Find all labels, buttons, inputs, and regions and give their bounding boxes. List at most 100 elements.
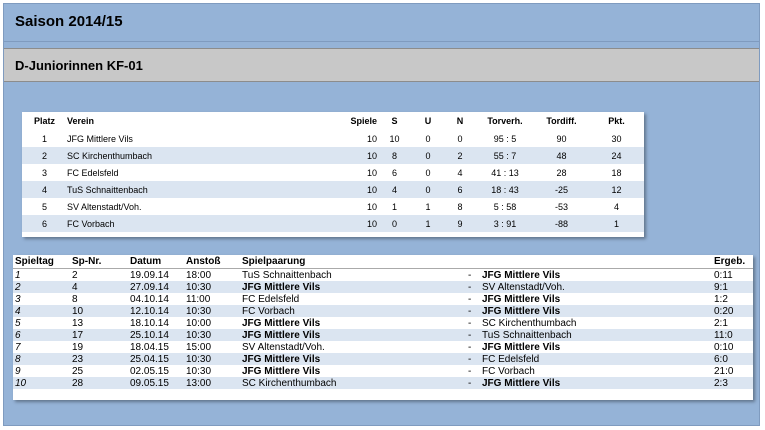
home-team: JFG Mittlere Vils <box>242 365 321 377</box>
table-row: 5 13 18.10.14 10:00 JFG Mittlere Vils - … <box>13 317 753 329</box>
ergebnis: 0:10 <box>714 341 734 353</box>
siege: 8 <box>377 147 412 164</box>
verein: FC Edelsfeld <box>67 167 119 178</box>
table-row: 4 TuS Schnaittenbach 10 4 0 6 18 : 43 -2… <box>22 181 644 198</box>
col-verein: Verein <box>67 116 95 126</box>
spieltag: 4 <box>13 305 70 317</box>
niederlagen: 6 <box>444 181 476 198</box>
col-s: S <box>391 116 398 126</box>
standings-table-panel: Platz Verein Spiele S U N Torverh. Tordi… <box>22 112 644 237</box>
col-n: N <box>456 116 464 126</box>
home-team: SC Kirchenthumbach <box>240 377 466 389</box>
niederlagen: 8 <box>457 201 463 212</box>
ergebnis: 11:0 <box>712 329 753 341</box>
tordifferenz: -25 <box>534 181 589 198</box>
tordifferenz: 90 <box>556 133 567 144</box>
col-spnr: Sp-Nr. <box>70 255 128 269</box>
pairing-separator: - <box>466 353 480 365</box>
spiel-nr: 4 <box>70 281 128 293</box>
pairing-separator: - <box>466 305 480 317</box>
home-team: JFG Mittlere Vils <box>240 353 466 365</box>
torverhaeltnis: 18 : 43 <box>476 181 534 198</box>
pairing-separator: - <box>466 329 480 341</box>
col-spielpaarung: Spielpaarung <box>240 255 712 269</box>
niederlagen: 9 <box>444 215 476 232</box>
table-row: 7 19 18.04.15 15:00 SV Altenstadt/Voh. -… <box>13 341 753 353</box>
torverhaeltnis: 55 : 7 <box>476 147 534 164</box>
spiele: 10 <box>330 215 377 232</box>
ergebnis: 0:20 <box>712 305 753 317</box>
ergebnis: 21:0 <box>714 365 734 377</box>
unentschieden: 1 <box>425 201 431 212</box>
spieltag: 6 <box>13 329 70 341</box>
ergebnis: 1:2 <box>714 293 728 305</box>
datum: 12.10.14 <box>128 305 184 317</box>
verein: SC Kirchenthumbach <box>67 147 330 164</box>
spiel-nr: 25 <box>72 365 84 377</box>
home-team: JFG Mittlere Vils <box>240 281 466 293</box>
table-row: 6 17 25.10.14 10:30 JFG Mittlere Vils - … <box>13 329 753 341</box>
away-team: JFG Mittlere Vils <box>480 377 712 389</box>
spiel-nr: 2 <box>72 269 78 281</box>
spiele: 10 <box>366 201 377 212</box>
home-team: TuS Schnaittenbach <box>242 269 332 281</box>
spieltag: 7 <box>15 341 21 353</box>
pairing-separator: - <box>468 269 472 281</box>
fixtures-header-row: Spieltag Sp-Nr. Datum Anstoß Spielpaarun… <box>13 255 753 269</box>
platz: 6 <box>22 215 67 232</box>
league-title: D-Juniorinnen KF-01 <box>4 48 759 82</box>
table-row: 1 JFG Mittlere Vils 10 10 0 0 95 : 5 90 … <box>22 130 644 147</box>
table-row: 5 SV Altenstadt/Voh. 10 1 1 8 5 : 58 -53… <box>22 198 644 215</box>
spiel-nr: 10 <box>70 305 128 317</box>
home-team: JFG Mittlere Vils <box>240 329 466 341</box>
anstoss: 10:30 <box>184 329 240 341</box>
spiel-nr: 8 <box>72 293 78 305</box>
spieltag: 10 <box>13 377 70 389</box>
punkte: 24 <box>589 147 644 164</box>
away-team: FC Edelsfeld <box>480 353 712 365</box>
pairing-separator: - <box>468 341 472 353</box>
verein: JFG Mittlere Vils <box>67 133 133 144</box>
home-team: FC Vorbach <box>240 305 466 317</box>
tordifferenz: -88 <box>534 215 589 232</box>
anstoss: 13:00 <box>184 377 240 389</box>
col-ergebnis: Ergeb. <box>712 255 753 269</box>
table-row: 6 FC Vorbach 10 0 1 9 3 : 91 -88 1 <box>22 215 644 232</box>
siege: 6 <box>391 167 397 178</box>
season-frame: Saison 2014/15 D-Juniorinnen KF-01 Platz… <box>3 3 760 426</box>
col-pkt: Pkt. <box>608 116 625 126</box>
spieltag: 8 <box>13 353 70 365</box>
standings-header-row: Platz Verein Spiele S U N Torverh. Tordi… <box>22 112 644 130</box>
col-torverh: Torverh. <box>487 116 523 126</box>
punkte: 30 <box>611 133 622 144</box>
away-team: JFG Mittlere Vils <box>482 341 561 353</box>
away-team: JFG Mittlere Vils <box>482 293 561 305</box>
spieltag: 1 <box>15 269 21 281</box>
torverhaeltnis: 41 : 13 <box>491 167 519 178</box>
datum: 18.10.14 <box>130 317 169 329</box>
away-team: JFG Mittlere Vils <box>482 269 561 281</box>
pairing-separator: - <box>468 365 472 377</box>
anstoss: 18:00 <box>186 269 212 281</box>
anstoss: 10:30 <box>184 305 240 317</box>
verein: SV Altenstadt/Voh. <box>67 201 142 212</box>
unentschieden: 0 <box>412 181 444 198</box>
siege: 10 <box>389 133 400 144</box>
siege: 0 <box>377 215 412 232</box>
spieltag: 9 <box>15 365 21 377</box>
spieltag: 5 <box>15 317 21 329</box>
ergebnis: 2:1 <box>714 317 728 329</box>
punkte: 18 <box>611 167 622 178</box>
platz: 1 <box>41 133 47 144</box>
pairing-separator: - <box>466 377 480 389</box>
ergebnis: 2:3 <box>712 377 753 389</box>
verein: TuS Schnaittenbach <box>67 181 330 198</box>
ergebnis: 9:1 <box>712 281 753 293</box>
spiele: 10 <box>330 181 377 198</box>
anstoss: 11:00 <box>186 293 211 305</box>
away-team: JFG Mittlere Vils <box>480 305 712 317</box>
datum: 25.04.15 <box>128 353 184 365</box>
punkte: 1 <box>589 215 644 232</box>
table-row: 3 FC Edelsfeld 10 6 0 4 41 : 13 28 18 <box>22 164 644 181</box>
col-spieltag: Spieltag <box>13 255 70 269</box>
